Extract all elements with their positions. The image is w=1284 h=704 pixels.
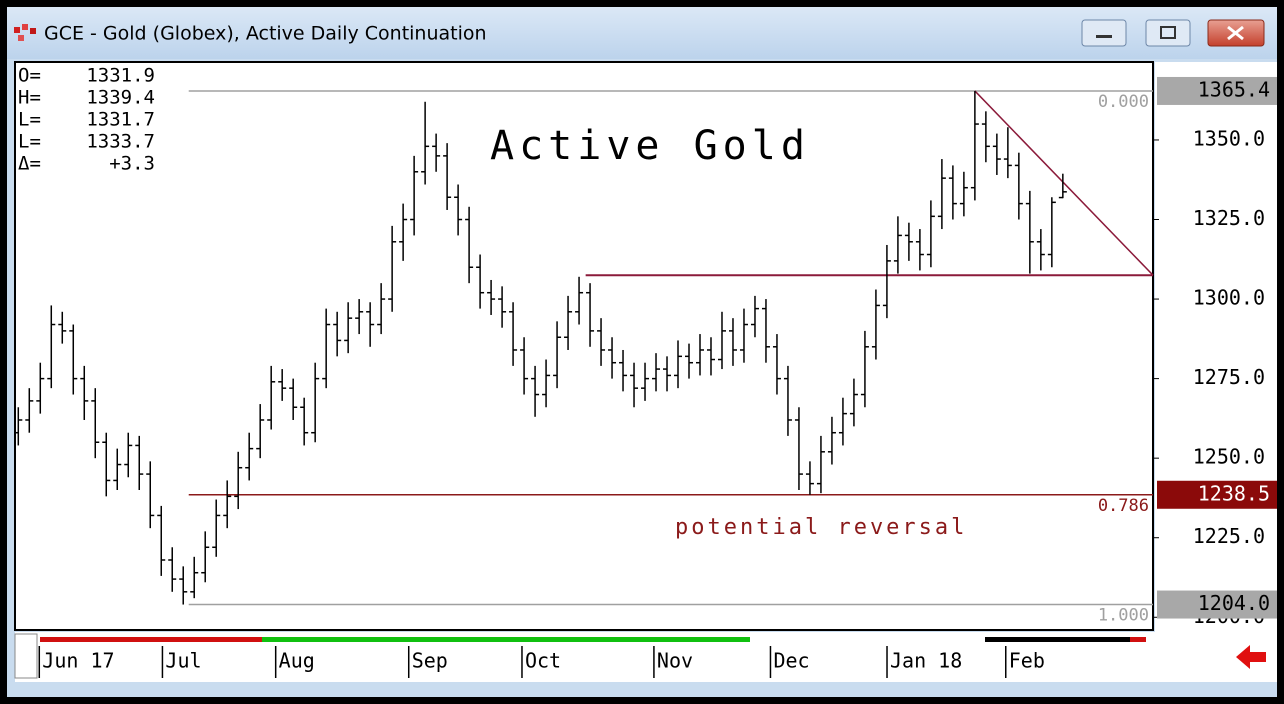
close-button[interactable] bbox=[1207, 19, 1265, 47]
minimize-button[interactable] bbox=[1081, 19, 1127, 47]
info-value: 1339.4 bbox=[86, 87, 155, 109]
fib-label: 0.786 bbox=[1098, 496, 1149, 516]
info-label: L= bbox=[18, 109, 41, 131]
annotation: potential reversal bbox=[675, 515, 967, 540]
app-icon bbox=[14, 24, 36, 41]
title-bar bbox=[7, 7, 1277, 59]
y-tick-label: 1250.0 bbox=[1193, 445, 1265, 469]
price-marker-label: 1238.5 bbox=[1198, 481, 1270, 505]
info-label: H= bbox=[18, 87, 41, 109]
chart-title: Active Gold bbox=[490, 123, 810, 169]
fib-label: 1.000 bbox=[1098, 606, 1149, 626]
info-value: 1331.7 bbox=[86, 109, 155, 131]
x-tick-label: Dec bbox=[773, 649, 809, 673]
scroll-arrow[interactable] bbox=[1236, 645, 1266, 669]
info-value: 1331.9 bbox=[86, 65, 155, 87]
price-marker bbox=[1157, 76, 1277, 105]
x-tick-label: Jul bbox=[165, 649, 201, 673]
fib-label: 0.000 bbox=[1098, 92, 1149, 112]
y-tick-label: 1300.0 bbox=[1193, 286, 1265, 310]
status-bar bbox=[15, 682, 1277, 697]
y-tick-label: 1225.0 bbox=[1193, 524, 1265, 548]
maximize-button[interactable] bbox=[1145, 19, 1191, 47]
info-label: O= bbox=[18, 65, 41, 87]
scroll-thumb[interactable] bbox=[14, 633, 38, 679]
x-tick-label: Aug bbox=[279, 649, 315, 673]
x-tick-label: Jan 18 bbox=[890, 649, 962, 673]
price-marker bbox=[1157, 480, 1277, 509]
x-tick-label: Feb bbox=[1009, 649, 1045, 673]
y-tick-label: 1350.0 bbox=[1193, 126, 1265, 150]
price-marker-label: 1204.0 bbox=[1198, 591, 1270, 615]
x-tick-label: Nov bbox=[657, 649, 693, 673]
info-label: L= bbox=[18, 131, 41, 153]
window-title: GCE - Gold (Globex), Active Daily Contin… bbox=[44, 23, 487, 45]
price-marker bbox=[1157, 590, 1277, 619]
price-marker-label: 1365.4 bbox=[1198, 77, 1270, 101]
price-axis bbox=[1155, 62, 1277, 632]
y-tick-label: 1275.0 bbox=[1193, 365, 1265, 389]
info-value: +3.3 bbox=[109, 153, 155, 175]
time-strip bbox=[40, 637, 1146, 642]
x-tick-label: Sep bbox=[412, 649, 448, 673]
y-tick-label: 1325.0 bbox=[1193, 206, 1265, 230]
x-tick-label: Jun 17 bbox=[42, 649, 114, 673]
info-value: 1333.7 bbox=[86, 131, 155, 153]
info-label: Δ= bbox=[18, 153, 41, 175]
trend-line bbox=[974, 90, 1154, 276]
x-tick-label: Oct bbox=[525, 649, 561, 673]
